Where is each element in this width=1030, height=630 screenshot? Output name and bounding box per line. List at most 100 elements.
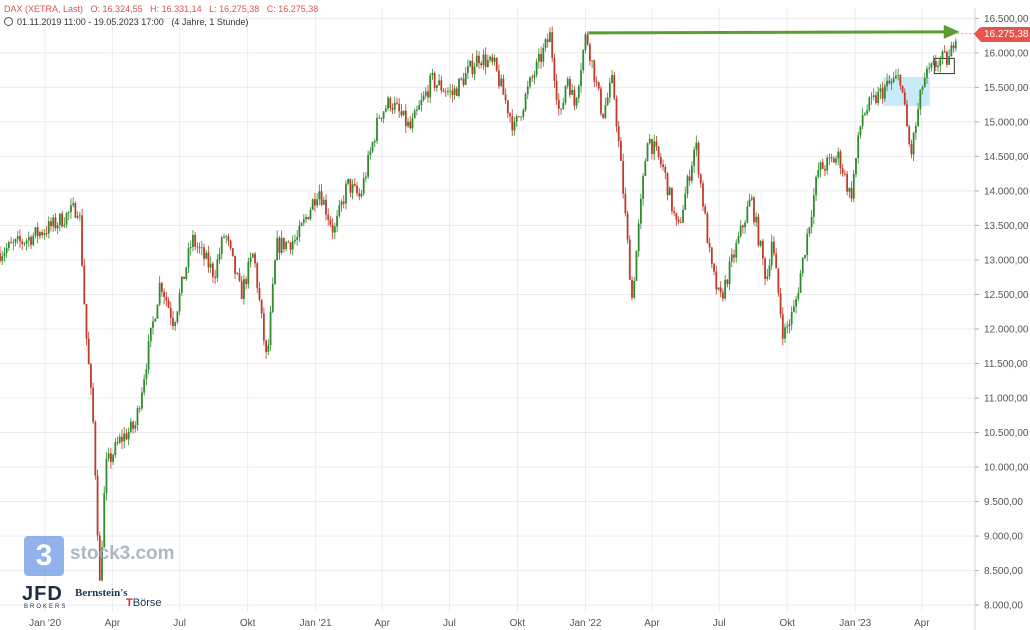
candle-body <box>824 168 826 171</box>
candle-body <box>722 292 724 299</box>
candle-body <box>546 39 549 43</box>
candle-body <box>775 253 778 269</box>
candle-body <box>464 73 467 85</box>
candle-body <box>112 455 114 462</box>
candle-body <box>750 197 753 200</box>
resistance-arrow <box>588 24 975 39</box>
candle-body <box>577 86 580 98</box>
candle-body <box>56 225 59 229</box>
candle-body <box>92 387 95 422</box>
candle-body <box>697 142 700 175</box>
candle-body <box>154 318 157 322</box>
candle-body <box>837 151 840 159</box>
candle-body <box>761 240 764 259</box>
close-value: C: 16.275,38 <box>266 4 319 14</box>
candle-body <box>227 236 230 241</box>
candle-body <box>850 188 853 199</box>
candle-body <box>294 239 296 242</box>
candle-body <box>196 246 199 248</box>
candle-body <box>806 233 809 256</box>
candle-body <box>409 121 412 129</box>
open-value: O: 16.324,55 <box>90 4 143 14</box>
candle-body <box>735 243 738 258</box>
candle-body <box>520 116 523 118</box>
candle-body <box>72 203 75 206</box>
candlestick-series <box>0 26 957 582</box>
candle-body <box>804 255 806 258</box>
candle-body <box>282 237 285 250</box>
candle-body <box>123 433 126 442</box>
candle-body <box>797 292 800 299</box>
candle-body <box>551 32 554 58</box>
candle-body <box>863 113 866 116</box>
candle-body <box>240 280 243 299</box>
candle-body <box>7 242 10 249</box>
candle-body <box>36 227 39 237</box>
candle-body <box>846 173 849 192</box>
candle-body <box>937 65 939 68</box>
candle-body <box>608 82 611 98</box>
x-tick-label: Okt <box>779 618 795 629</box>
y-tick-label: 12.500,00 <box>984 290 1029 301</box>
candle-body <box>560 108 562 110</box>
candle-body <box>149 327 152 342</box>
candle-body <box>901 85 904 93</box>
candle-body <box>728 261 731 285</box>
candle-body <box>748 199 751 207</box>
candle-body <box>163 291 166 297</box>
candle-body <box>187 248 190 268</box>
y-tick-label: 9.500,00 <box>984 497 1023 508</box>
candle-body <box>531 77 534 79</box>
x-tick-label: Okt <box>510 618 526 629</box>
candle-body <box>584 34 587 51</box>
candle-body <box>116 442 119 443</box>
x-tick-label: Jan '20 <box>29 618 61 629</box>
candle-body <box>143 379 146 393</box>
candle-body <box>881 88 884 99</box>
candle-body <box>690 165 693 181</box>
candle-body <box>868 97 871 111</box>
candle-body <box>438 80 440 86</box>
candle-body <box>702 183 704 207</box>
candle-body <box>21 241 24 244</box>
candle-body <box>231 248 234 256</box>
y-tick-label: 15.000,00 <box>984 117 1029 128</box>
candle-body <box>67 212 70 214</box>
candle-body <box>815 176 817 196</box>
candle-body <box>449 90 452 92</box>
candle-body <box>926 68 928 78</box>
candle-body <box>52 217 55 227</box>
candle-body <box>644 161 647 177</box>
candle-body <box>327 214 330 220</box>
candle-body <box>482 54 485 66</box>
candle-body <box>74 203 77 218</box>
candle-body <box>32 235 35 245</box>
candle-body <box>719 287 722 293</box>
candle-body <box>81 215 83 266</box>
candle-body <box>94 421 97 476</box>
candle-body <box>549 32 551 43</box>
candle-body <box>699 174 702 184</box>
candle-body <box>617 126 620 142</box>
candle-body <box>258 288 261 300</box>
candle-body <box>535 61 538 75</box>
candle-body <box>708 243 711 248</box>
candle-body <box>715 271 718 290</box>
candle-body <box>180 276 183 293</box>
x-tick-label: Apr <box>105 618 121 629</box>
candle-body <box>830 157 833 159</box>
candle-body <box>333 226 336 233</box>
candle-body <box>489 56 491 61</box>
candle-body <box>340 201 343 206</box>
candle-body <box>662 164 664 167</box>
candle-body <box>828 157 831 159</box>
candle-body <box>821 162 824 169</box>
candle-body <box>236 273 239 275</box>
candle-body <box>914 125 917 133</box>
boerse-text: Börse <box>132 597 162 609</box>
candle-body <box>573 89 576 106</box>
candle-body <box>600 88 602 114</box>
instrument-name[interactable]: DAX (XETRA, Last) <box>4 4 84 14</box>
candle-body <box>87 338 90 365</box>
candle-body <box>256 263 259 289</box>
